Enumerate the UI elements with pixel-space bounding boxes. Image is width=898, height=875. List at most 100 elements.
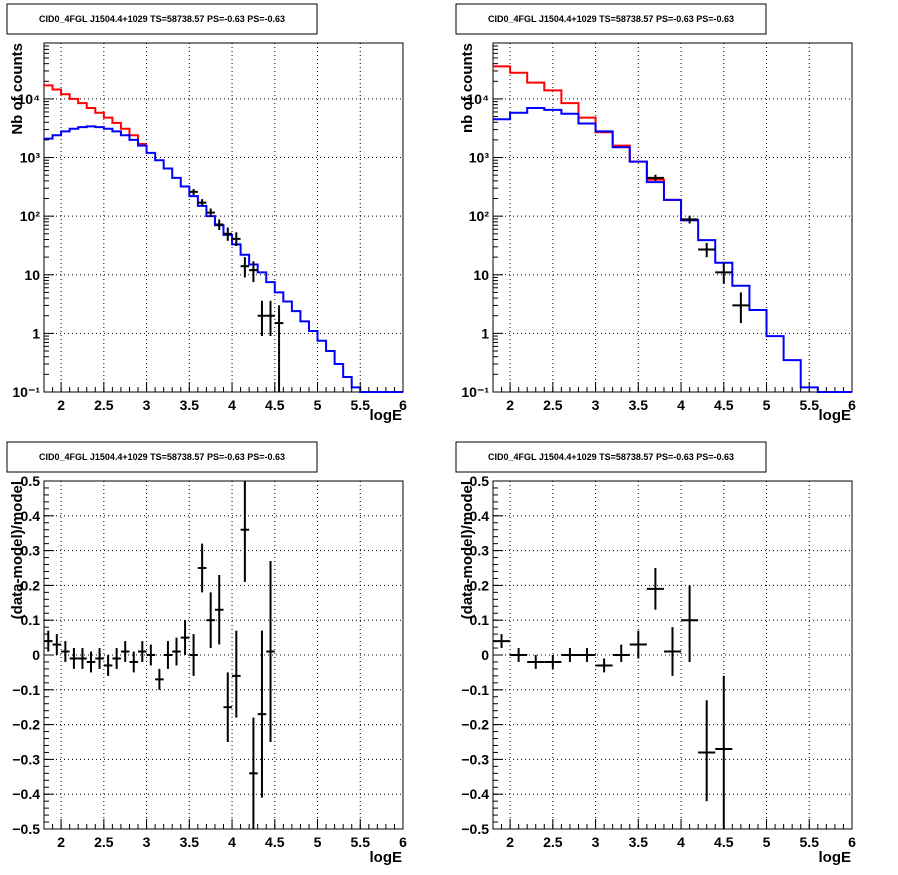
- axis-ticks: 2 2.5 3 3.5 4 4.5 5 5.5 6 −0.5 −0.4 −0.3 −0.2 −0.1 0 0.…: [461, 473, 856, 850]
- title-box: [6, 441, 318, 473]
- y-tick-label: 0.2: [21, 577, 41, 593]
- y-tick-label: −0.2: [12, 717, 40, 733]
- y-tick-label: 10⁴: [467, 91, 490, 107]
- data-point: [69, 648, 79, 669]
- x-tick-label: 4: [228, 834, 236, 850]
- data-point: [240, 481, 250, 582]
- axis-ticks: 2 2.5 3 3.5 4 4.5 5 5.5 6 10⁻¹ 1 10 10² 10³ 10⁴: [461, 42, 856, 413]
- y-tick-label: 10⁻¹: [12, 384, 40, 400]
- data-point: [681, 585, 699, 662]
- x-tick-label: 3: [143, 834, 151, 850]
- data-point: [146, 644, 156, 666]
- data-point: [266, 300, 275, 337]
- y-tick-label: −0.3: [461, 751, 489, 767]
- x-tick-label: 4.5: [714, 834, 734, 850]
- plot-series: [493, 65, 852, 393]
- data-point: [561, 648, 579, 662]
- y-tick-label: 1: [32, 325, 40, 341]
- plot-series: [44, 84, 403, 393]
- panel-title: CID0_4FGL J1504.4+1029 TS=58738.57 PS=-0…: [39, 14, 285, 24]
- x-tick-label: 5.5: [351, 397, 371, 413]
- data-point: [715, 262, 733, 284]
- data-point: [698, 700, 716, 802]
- data-point: [629, 630, 647, 659]
- title-box: [455, 441, 767, 473]
- data-point: [214, 574, 224, 645]
- data-point: [52, 634, 62, 655]
- y-tick-label: 0.3: [470, 543, 490, 559]
- y-tick-label: −0.5: [461, 821, 489, 837]
- data-point: [544, 655, 562, 669]
- y-axis-label: (data-model)/model: [459, 481, 476, 619]
- x-tick-label: 4: [677, 397, 685, 413]
- x-tick-label: 4.5: [265, 834, 285, 850]
- x-tick-label: 3.5: [180, 834, 200, 850]
- y-tick-label: 10³: [20, 150, 41, 166]
- x-axis-label: logE: [819, 849, 852, 866]
- x-tick-label: 4.5: [265, 397, 285, 413]
- data-point: [95, 648, 104, 669]
- y-axis-label: Nb of counts: [9, 43, 26, 135]
- data-point: [698, 242, 716, 258]
- y-tick-label: −0.1: [461, 682, 489, 698]
- x-axis-label: logE: [819, 407, 852, 424]
- panel-spectrum-right: CID0_4FGL J1504.4+1029 TS=58738.57 PS=-0…: [455, 3, 856, 424]
- data-point: [232, 630, 241, 718]
- x-tick-label: 2.5: [543, 397, 563, 413]
- y-tick-label: 0.5: [21, 473, 41, 489]
- data-point: [681, 215, 699, 224]
- data-point: [163, 641, 173, 669]
- data-point: [249, 261, 258, 283]
- model-histogram: [44, 125, 403, 393]
- x-tick-label: 3: [592, 397, 600, 413]
- data-point: [223, 672, 233, 742]
- data-point: [129, 651, 139, 673]
- data-point: [646, 568, 664, 610]
- y-tick-label: 0.4: [21, 508, 41, 524]
- x-tick-label: 4.5: [714, 397, 734, 413]
- data-point: [138, 641, 147, 662]
- x-tick-label: 6: [399, 834, 407, 850]
- data-point: [578, 648, 596, 662]
- data-point: [510, 648, 528, 662]
- x-tick-label: 2: [506, 397, 514, 413]
- data-point: [86, 651, 96, 673]
- y-tick-label: 10: [24, 267, 40, 283]
- data-point: [172, 637, 181, 666]
- y-tick-label: 10⁻¹: [461, 384, 489, 400]
- data-point: [61, 641, 70, 662]
- y-tick-label: 10²: [469, 208, 490, 224]
- y-tick-label: −0.3: [12, 751, 40, 767]
- y-tick-label: −0.5: [12, 821, 40, 837]
- y-tick-label: −0.2: [461, 717, 489, 733]
- y-axis-label: nb of counts: [459, 43, 476, 133]
- x-tick-label: 4: [228, 397, 236, 413]
- x-tick-label: 5: [314, 397, 322, 413]
- y-tick-label: 0.5: [470, 473, 490, 489]
- x-tick-label: 3.5: [629, 834, 649, 850]
- panel-residuals-right: CID0_4FGL J1504.4+1029 TS=58738.57 PS=-0…: [455, 441, 856, 866]
- x-tick-label: 2.5: [94, 834, 114, 850]
- x-tick-label: 6: [848, 834, 856, 850]
- title-box: [455, 3, 767, 35]
- panel-title: CID0_4FGL J1504.4+1029 TS=58738.57 PS=-0…: [488, 14, 734, 24]
- plot-series: [493, 568, 733, 829]
- data-point: [189, 189, 198, 195]
- x-tick-label: 3: [592, 834, 600, 850]
- data-point: [715, 675, 733, 829]
- x-tick-label: 5: [763, 834, 771, 850]
- data-point: [206, 592, 215, 649]
- y-tick-label: −0.1: [12, 682, 40, 698]
- data-point: [155, 668, 164, 690]
- data-point: [214, 219, 224, 231]
- x-tick-label: 3: [143, 397, 151, 413]
- data-point: [180, 620, 190, 655]
- data-point: [595, 658, 613, 673]
- y-tick-label: 0.4: [470, 508, 490, 524]
- panel-title: CID0_4FGL J1504.4+1029 TS=58738.57 PS=-0…: [488, 452, 734, 462]
- x-tick-label: 5: [314, 834, 322, 850]
- x-tick-label: 5.5: [800, 834, 820, 850]
- plot-frame: [43, 480, 404, 830]
- data-point: [120, 641, 130, 662]
- data-point: [646, 174, 664, 181]
